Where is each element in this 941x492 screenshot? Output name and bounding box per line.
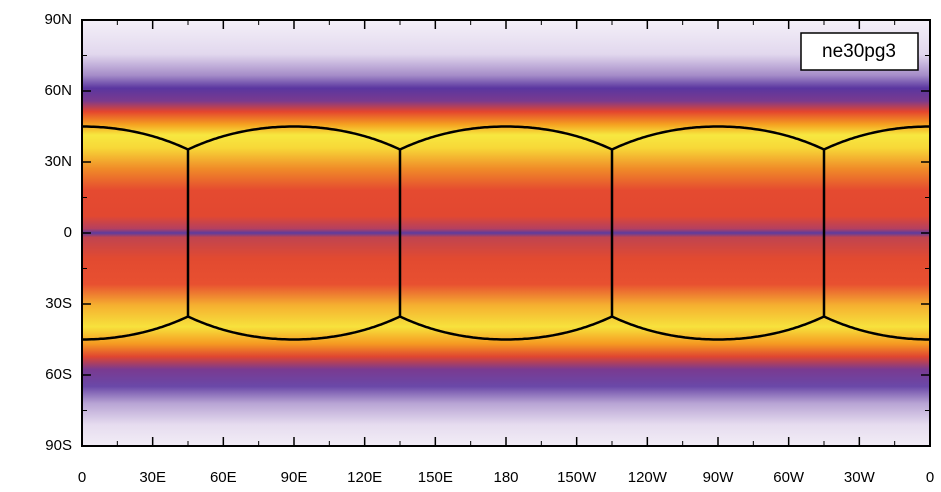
panel-edge [82, 315, 189, 341]
x-tick-label: 30E [139, 469, 166, 486]
y-tick-label: 30N [44, 153, 72, 170]
x-tick-label: 120E [347, 469, 382, 486]
panel-edge [823, 125, 930, 151]
panel-edge [823, 315, 930, 341]
grid-label: ne30pg3 [822, 41, 896, 62]
x-tick-label: 0 [78, 469, 86, 486]
panel-edge [399, 125, 613, 151]
x-tick-label: 90E [281, 469, 308, 486]
y-tick-label: 30S [45, 295, 72, 312]
x-tick-label: 120W [628, 469, 668, 486]
x-tick-label: 150W [557, 469, 597, 486]
panel-edge [82, 125, 189, 151]
panel-edge [187, 125, 401, 151]
x-tick-label: 60E [210, 469, 237, 486]
x-tick-label: 60W [773, 469, 805, 486]
field-shading [82, 20, 930, 446]
axes: 90N 60N 30N 0 30S 60S 90S 0 30E 60E 90E 120E 150E 180… [44, 11, 934, 486]
panel-edge [399, 315, 613, 341]
y-tick-label: 90N [44, 11, 72, 28]
panel-edge [611, 125, 825, 151]
y-tick-label: 90S [45, 437, 72, 454]
y-tick-label: 0 [64, 224, 72, 241]
x-tick-label: 0 [926, 469, 934, 486]
panel-edges [82, 125, 930, 341]
y-tick-label: 60S [45, 366, 72, 383]
x-tick-label: 150E [418, 469, 453, 486]
x-tick-label: 180 [493, 469, 518, 486]
x-tick-label: 30W [844, 469, 876, 486]
panel-edge [611, 315, 825, 341]
label-box [800, 32, 919, 71]
x-tick-label: 90W [703, 469, 735, 486]
y-tick-label: 60N [44, 82, 72, 99]
panel-edge [187, 315, 401, 341]
